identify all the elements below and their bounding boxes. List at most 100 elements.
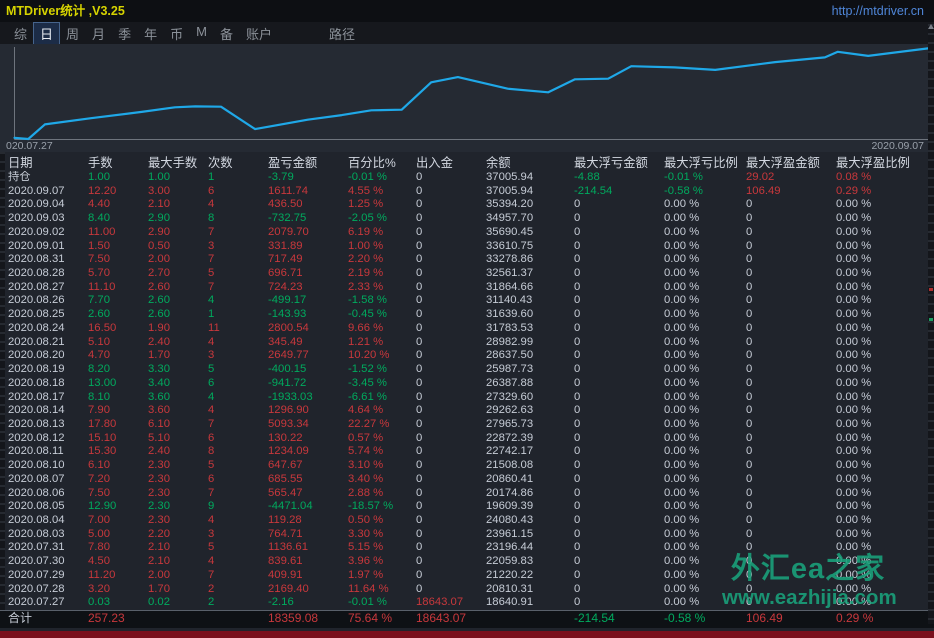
table-row[interactable]: 2020.09.01 1.50 0.50 3 331.89 1.00 % 0 33610.75… [6,240,932,254]
table-row[interactable]: 2020.08.12 15.10 5.10 6 130.22 0.57 % 0 22872.3… [6,432,932,446]
column-header-deposit[interactable]: 出入金 [416,156,453,170]
column-header-maxfloatloss[interactable]: 最大浮亏金额 [574,156,648,170]
table-row[interactable]: 2020.08.05 12.90 2.30 9 -4471.04 -18.57 % 0 196… [6,500,932,514]
table-row[interactable]: 2020.09.04 4.40 2.10 4 436.50 1.25 % 0 35394.20… [6,198,932,212]
cell-lots: 3.20 [88,582,110,595]
cell-date: 2020.08.14 [8,404,65,417]
table-row[interactable]: 2020.08.18 13.00 3.40 6 -941.72 -3.45 % 0 26387… [6,377,932,391]
cell-lots: 4.70 [88,349,110,362]
scrollbar-up-arrow-icon[interactable] [928,24,934,29]
menubar-items: 综日周月季年币 M 备账户 [8,21,279,45]
table-row[interactable]: 2020.09.03 8.40 2.90 8 -732.75 -2.05 % 0 34957.… [6,212,932,226]
total-count [206,611,266,627]
cell-maxlots: 2.00 [148,253,170,266]
table-row[interactable]: 2020.09.07 12.20 3.00 6 1611.74 4.55 % 0 37005.… [6,185,932,199]
cell-date: 2020.08.11 [8,445,64,458]
table-row[interactable]: 2020.08.14 7.90 3.60 4 1296.90 4.64 % 0 29262.6… [6,404,932,418]
column-header-maxlots[interactable]: 最大手数 [148,156,198,170]
table-row[interactable]: 2020.07.27 0.03 0.02 2 -2.16 -0.01 % 18643.07 1… [6,596,932,610]
cell-maxfloatlosspct: 0.00 % [664,390,700,403]
table-row[interactable]: 2020.07.30 4.50 2.10 4 839.61 3.96 % 0 22059.83… [6,555,932,569]
menu-item-季[interactable]: 季 [118,26,132,42]
cell-balance: 23961.15 [486,527,534,540]
cell-maxfloatprofitpct: 0.00 % [836,541,872,554]
cell-maxlots: 1.70 [148,582,170,595]
cell-maxfloatloss: 0 [574,321,581,334]
table-row[interactable]: 2020.08.25 2.60 2.60 1 -143.93 -0.45 % 0 31639.… [6,308,932,322]
menu-item-账户[interactable]: 账户 [245,26,272,42]
table-row[interactable]: 2020.08.17 8.10 3.60 4 -1933.03 -6.61 % 0 27329… [6,391,932,405]
cell-pl: -143.93 [268,308,307,321]
table-row[interactable]: 持仓 1.00 1.00 1 -3.79 -0.01 % 0 37005.94 -4.88 -0.… [6,171,932,185]
cell-pct: -2.05 % [348,212,387,225]
cell-pct: 0.57 % [348,431,384,444]
cell-maxlots: 2.10 [148,198,170,211]
table-row[interactable]: 2020.08.07 7.20 2.30 6 685.55 3.40 % 0 20860.41… [6,473,932,487]
table-row[interactable]: 2020.08.31 7.50 2.00 7 717.49 2.20 % 0 33278.86… [6,253,932,267]
right-scrollbar[interactable] [928,24,934,624]
cell-date: 2020.08.24 [8,321,65,334]
column-header-balance[interactable]: 余额 [486,156,511,170]
column-header-lots[interactable]: 手数 [88,156,113,170]
table-row[interactable]: 2020.07.29 11.20 2.00 7 409.91 1.97 % 0 21220.2… [6,569,932,583]
table-row[interactable]: 2020.08.19 8.20 3.30 5 -400.15 -1.52 % 0 25987.… [6,363,932,377]
table-row[interactable]: 2020.08.24 16.50 1.90 11 2800.54 9.66 % 0 31783… [6,322,932,336]
left-scrollbar[interactable] [0,152,5,610]
column-header-count[interactable]: 次数 [208,156,233,170]
cell-maxfloatprofitpct: 0.00 % [836,349,872,362]
cell-pl: -499.17 [268,294,307,307]
column-header-maxfloatprofitpct[interactable]: 最大浮盈比例 [836,156,910,170]
table-row[interactable]: 2020.08.26 7.70 2.60 4 -499.17 -1.58 % 0 31140.… [6,294,932,308]
table-row[interactable]: 2020.08.11 15.30 2.40 8 1234.09 5.74 % 0 22742.… [6,445,932,459]
table-row[interactable]: 2020.08.13 17.80 6.10 7 5093.34 22.27 % 0 27965… [6,418,932,432]
table-row[interactable]: 2020.08.20 4.70 1.70 3 2649.77 10.20 % 0 28637.… [6,349,932,363]
menu-item-币[interactable]: 币 [170,26,184,42]
table-row[interactable]: 2020.07.28 3.20 1.70 2 2169.40 11.64 % 0 20810.… [6,583,932,597]
table-row[interactable]: 2020.08.06 7.50 2.30 7 565.47 2.88 % 0 20174.86… [6,487,932,501]
table-row[interactable]: 2020.08.03 5.00 2.20 3 764.71 3.30 % 0 23961.15… [6,528,932,542]
column-header-maxfloatlosspct[interactable]: 最大浮亏比例 [664,156,738,170]
table-row[interactable]: 2020.07.31 7.80 2.10 5 1136.61 5.15 % 0 23196.4… [6,541,932,555]
cell-maxfloatlosspct: 0.00 % [664,376,700,389]
cell-maxfloatprofitpct: 0.08 % [836,171,872,183]
menu-item-月[interactable]: 月 [92,26,106,42]
column-header-maxfloatprofit[interactable]: 最大浮盈金额 [746,156,820,170]
cell-date: 2020.08.21 [8,335,65,348]
table-row[interactable]: 2020.08.10 6.10 2.30 5 647.67 3.10 % 0 21508.08… [6,459,932,473]
table-row[interactable]: 2020.08.21 5.10 2.40 4 345.49 1.21 % 0 28982.99… [6,336,932,350]
cell-maxfloatloss: -214.54 [574,184,613,197]
cell-deposit: 0 [416,225,423,238]
cell-pct: 5.74 % [348,445,384,458]
cell-maxlots: 2.60 [148,294,170,307]
scrollbar-mark [929,318,933,321]
cell-balance: 21508.08 [486,459,534,472]
menu-item-M[interactable]: M [196,23,207,39]
menu-item-周[interactable]: 周 [66,26,80,42]
table-row[interactable]: 2020.09.02 11.00 2.90 7 2079.70 6.19 % 0 35690.… [6,226,932,240]
menu-item-日[interactable]: 日 [33,21,61,45]
cell-date: 2020.09.07 [8,184,65,197]
menu-item-年[interactable]: 年 [144,26,158,42]
menu-item-path[interactable]: 路径 [328,26,355,42]
menu-item-备[interactable]: 备 [219,26,233,42]
menu-item-综[interactable]: 综 [14,26,28,42]
cell-lots: 17.80 [88,417,117,430]
total-maxfloatprofit: 106.49 [746,611,783,625]
cell-pl: -2.16 [268,596,294,609]
table-row[interactable]: 2020.08.28 5.70 2.70 5 696.71 2.19 % 0 32561.37… [6,267,932,281]
total-lots: 257.23 [88,611,125,625]
column-header-pl[interactable]: 盈亏金额 [268,156,318,170]
table-row[interactable]: 2020.08.27 11.10 2.60 7 724.23 2.33 % 0 31864.6… [6,281,932,295]
table-row[interactable]: 2020.08.04 7.00 2.30 4 119.28 0.50 % 0 24080.43… [6,514,932,528]
cell-maxfloatprofitpct: 0.00 % [836,212,872,225]
cell-maxfloatprofitpct: 0.00 % [836,308,872,321]
cell-maxfloatlosspct: -0.58 % [664,184,703,197]
cell-deposit: 0 [416,184,423,197]
cell-balance: 19609.39 [486,500,534,513]
cell-count: 2 [208,582,215,595]
cell-maxfloatloss: 0 [574,349,581,362]
cell-maxfloatloss: 0 [574,417,581,430]
cell-pct: 1.97 % [348,568,384,581]
column-header-date[interactable]: 日期 [8,156,33,170]
column-header-pct[interactable]: 百分比% [348,156,396,170]
